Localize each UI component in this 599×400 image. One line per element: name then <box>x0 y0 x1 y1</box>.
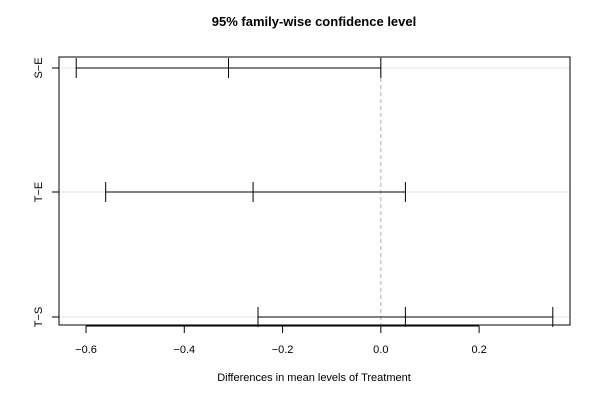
x-tick-label: −0.2 <box>272 344 294 356</box>
x-axis: −0.6 −0.4 −0.2 0.0 0.2 <box>75 325 487 356</box>
x-axis-title: Differences in mean levels of Treatment <box>217 372 411 384</box>
confidence-intervals <box>75 58 554 327</box>
interval-2 <box>105 182 406 202</box>
interval-3 <box>257 307 554 327</box>
x-tick-label: 0.2 <box>471 344 486 356</box>
interval-1 <box>75 58 382 78</box>
y-axis: S−E T−E T−S <box>33 57 59 327</box>
comparison-label: T−E <box>33 182 45 202</box>
x-tick-label: 0.0 <box>373 344 388 356</box>
comparison-label: T−S <box>33 307 45 327</box>
comparison-label: S−E <box>33 57 45 78</box>
x-tick-label: −0.6 <box>75 344 97 356</box>
chart-title: 95% family-wise confidence level <box>212 14 416 29</box>
plot-area-frame <box>58 56 571 326</box>
x-tick-label: −0.4 <box>173 344 195 356</box>
